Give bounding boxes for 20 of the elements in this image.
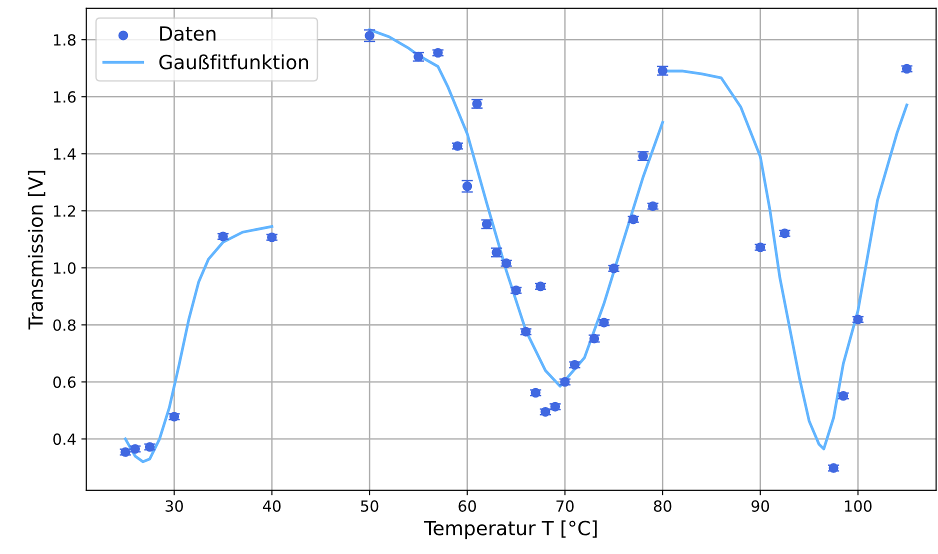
y-tick-label: 0.4 <box>53 433 76 445</box>
legend-label: Daten <box>160 26 216 41</box>
x-tick-label: 100 <box>845 500 872 512</box>
y-tick-label: 1.6 <box>54 91 76 103</box>
legend-label: Gaußfitfunktion <box>159 54 308 70</box>
x-tick-label: 80 <box>654 500 672 512</box>
x-tick-label: 60 <box>458 500 476 512</box>
y-axis-title: Transmission [V] <box>28 170 46 330</box>
x-tick-label: 30 <box>166 500 183 512</box>
y-tick-label: 1.8 <box>54 34 76 46</box>
y-tick-label: 1.0 <box>54 262 76 274</box>
y-tick-label: 0.6 <box>53 376 76 388</box>
x-axis-title: Temperatur T [°C] <box>424 520 597 540</box>
x-tick-label: 50 <box>361 500 378 512</box>
x-tick-label: 40 <box>262 500 281 512</box>
x-tick-label: 90 <box>752 500 770 512</box>
y-tick-label: 0.8 <box>53 319 76 331</box>
y-tick-label: 1.4 <box>54 148 76 160</box>
x-tick-label: 70 <box>556 500 574 512</box>
y-tick-label: 1.2 <box>54 205 76 217</box>
